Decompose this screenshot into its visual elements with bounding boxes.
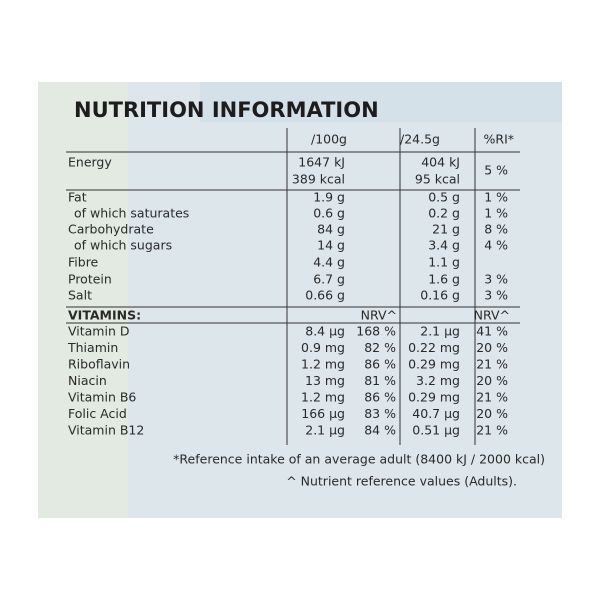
nrv-value: 82 %	[364, 340, 396, 355]
ri-value: 4 %	[484, 238, 508, 253]
nutrient-value: 0.16 g	[420, 288, 460, 303]
footnote: ^ Nutrient reference values (Adults).	[286, 474, 517, 489]
nutrient-value: 1647 kJ	[298, 155, 345, 170]
nrv-value: 21 %	[476, 357, 508, 372]
vitamin-value: 2.1 µg	[420, 324, 460, 339]
vitamin-value: 166 µg	[301, 406, 345, 421]
vitamin-value: 1.2 mg	[301, 390, 345, 405]
package-tint	[38, 82, 128, 518]
vitamin-value: 0.29 mg	[408, 390, 460, 405]
nutrient-value: 389 kcal	[292, 172, 345, 187]
vitamin-value: 40.7 µg	[412, 406, 460, 421]
nrv-value: 21 %	[476, 423, 508, 438]
nrv-value: 21 %	[476, 390, 508, 405]
ri-value: 3 %	[484, 272, 508, 287]
nutrient-value: 0.2 g	[428, 206, 460, 221]
table-rules	[66, 128, 520, 445]
vitamin-value: 1.2 mg	[301, 357, 345, 372]
vitamin-name: Vitamin B6	[68, 390, 136, 405]
nutrient-name: Fibre	[68, 255, 99, 270]
nrv-value: 20 %	[476, 406, 508, 421]
nutrient-name: Salt	[68, 288, 92, 303]
nutrient-value: 21 g	[432, 222, 460, 237]
nutrient-value: 6.7 g	[313, 272, 345, 287]
nutrient-value: 14 g	[317, 238, 345, 253]
nutrient-value: 0.5 g	[428, 190, 460, 205]
nutrient-name: Fat	[68, 190, 87, 205]
column-header: NRV^	[474, 308, 510, 323]
section-header: VITAMINS:	[68, 308, 141, 323]
column-header: NRV^	[361, 308, 397, 323]
nutrient-name: of which sugars	[74, 238, 172, 253]
vitamin-name: Vitamin D	[68, 324, 129, 339]
vitamin-value: 2.1 µg	[305, 423, 345, 438]
vitamin-name: Riboflavin	[68, 357, 130, 372]
column-header: /24.5g	[400, 132, 440, 147]
ri-value: 8 %	[484, 222, 508, 237]
nutrient-name: of which saturates	[74, 206, 189, 221]
ri-value: 1 %	[484, 206, 508, 221]
vitamin-value: 0.51 µg	[412, 423, 460, 438]
nutrient-value: 84 g	[317, 222, 345, 237]
ri-value: 5 %	[484, 163, 508, 178]
vitamin-name: Folic Acid	[68, 406, 127, 421]
nrv-value: 168 %	[356, 324, 396, 339]
nutrient-name: Energy	[68, 155, 112, 170]
nutrient-name: Protein	[68, 272, 112, 287]
nutrient-value: 4.4 g	[313, 255, 345, 270]
nrv-value: 86 %	[364, 390, 396, 405]
vitamin-name: Niacin	[68, 373, 107, 388]
ri-value: 1 %	[484, 190, 508, 205]
nutrient-value: 1.1 g	[428, 255, 460, 270]
nutrient-value: 0.6 g	[313, 206, 345, 221]
nrv-value: 84 %	[364, 423, 396, 438]
vitamin-value: 0.9 mg	[301, 340, 345, 355]
ri-value: 3 %	[484, 288, 508, 303]
nrv-value: 20 %	[476, 340, 508, 355]
package-tint	[200, 82, 562, 122]
nutrient-value: 1.9 g	[313, 190, 345, 205]
nrv-value: 41 %	[476, 324, 508, 339]
column-header: %RI*	[484, 132, 515, 147]
vitamin-value: 13 mg	[305, 373, 345, 388]
vitamin-value: 0.29 mg	[408, 357, 460, 372]
title: NUTRITION INFORMATION	[74, 98, 379, 122]
vitamin-value: 8.4 µg	[305, 324, 345, 339]
column-header: /100g	[311, 132, 347, 147]
vitamin-name: Thiamin	[67, 340, 118, 355]
nrv-value: 83 %	[364, 406, 396, 421]
nrv-value: 86 %	[364, 357, 396, 372]
nrv-value: 20 %	[476, 373, 508, 388]
nutrient-value: 404 kJ	[421, 155, 460, 170]
vitamin-value: 0.22 mg	[408, 340, 460, 355]
nutrient-value: 0.66 g	[305, 288, 345, 303]
footnote: *Reference intake of an average adult (8…	[173, 452, 545, 467]
nrv-value: 81 %	[364, 373, 396, 388]
vitamin-value: 3.2 mg	[416, 373, 460, 388]
nutrient-value: 95 kcal	[415, 172, 460, 187]
nutrient-value: 3.4 g	[428, 238, 460, 253]
nutrient-name: Carbohydrate	[68, 222, 154, 237]
nutrient-value: 1.6 g	[428, 272, 460, 287]
vitamin-name: Vitamin B12	[68, 423, 144, 438]
